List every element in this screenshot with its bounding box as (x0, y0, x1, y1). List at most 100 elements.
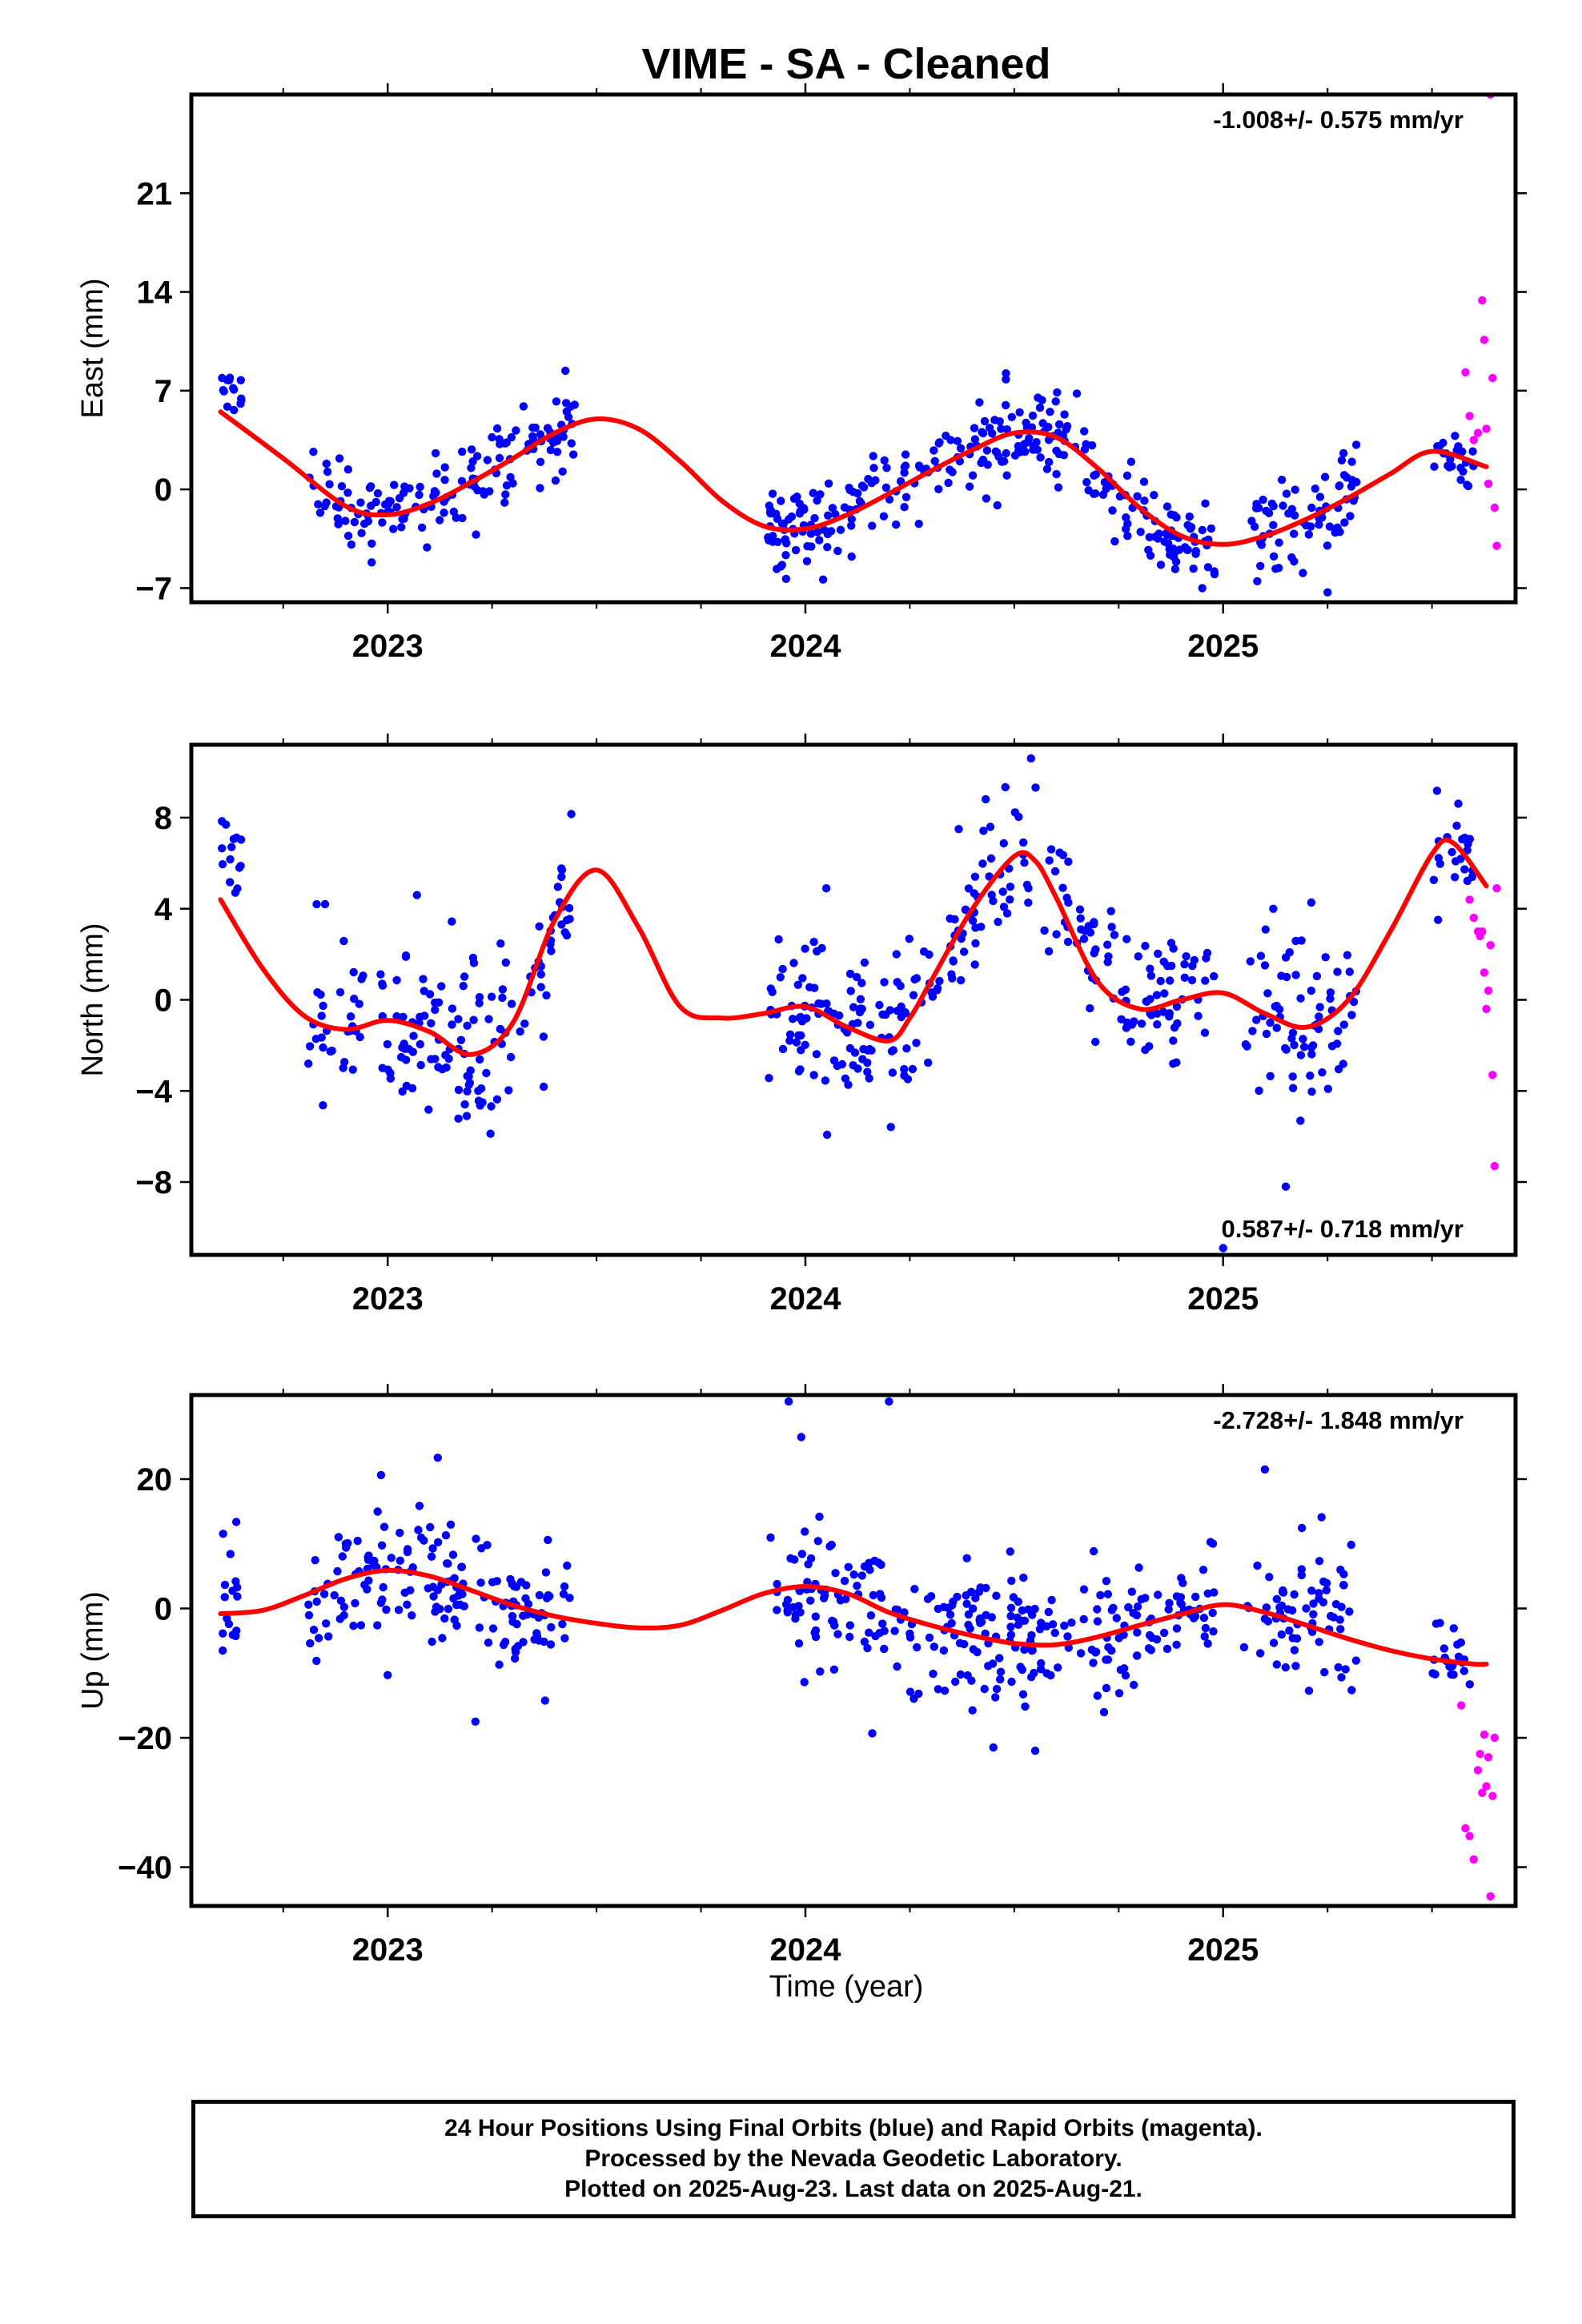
north-final-point (821, 884, 831, 893)
north-final-point (774, 935, 783, 944)
north-final-point (226, 854, 235, 864)
east-final-point (1277, 476, 1287, 485)
north-final-point (1312, 971, 1322, 981)
north-final-point (829, 1056, 839, 1065)
up-final-point (910, 1585, 919, 1594)
up-final-point (1102, 1577, 1111, 1586)
north-final-point (1006, 895, 1014, 904)
north-final-point (792, 1038, 801, 1047)
north-final-point (567, 810, 576, 818)
north-final-point (226, 878, 235, 887)
north-final-point (475, 999, 484, 1007)
east-final-point (519, 402, 528, 411)
up-final-point (819, 1594, 829, 1602)
up-final-point (508, 1611, 517, 1621)
north-final-point (849, 1061, 857, 1070)
east-final-point (1456, 476, 1465, 485)
up-final-point (951, 1677, 960, 1687)
north-final-point (1434, 915, 1443, 924)
north-final-point (1349, 997, 1359, 1007)
up-final-point (1079, 1585, 1089, 1594)
up-final-point (379, 1522, 389, 1531)
up-final-point (996, 1667, 1006, 1676)
up-final-point (940, 1687, 950, 1695)
north-final-point (1248, 1027, 1257, 1035)
east-final-point (415, 490, 424, 500)
east-final-point (315, 509, 325, 517)
north-final-point (1180, 973, 1190, 983)
north-final-point (1252, 1015, 1261, 1024)
up-final-point (224, 1619, 234, 1629)
east-final-point (1108, 506, 1117, 515)
north-final-point (1153, 1009, 1162, 1018)
up-final-point (511, 1647, 520, 1657)
east-final-point (815, 536, 824, 545)
up-rapid-point (1486, 1892, 1495, 1901)
north-final-point (978, 859, 987, 868)
north-final-point (218, 860, 227, 869)
east-final-point (970, 435, 980, 444)
east-final-point (828, 504, 837, 513)
north-final-point (431, 1005, 440, 1015)
north-final-point (888, 1068, 897, 1077)
east-rapid-point (1465, 412, 1474, 420)
north-final-point (1107, 923, 1116, 931)
up-final-point (1147, 1633, 1157, 1642)
north-final-point (892, 950, 901, 959)
north-final-point (1137, 1019, 1146, 1028)
east-final-point (1323, 541, 1332, 550)
north-final-point (853, 1019, 862, 1027)
east-final-point (879, 512, 889, 521)
north-rapid-point (1492, 884, 1501, 893)
north-final-point (778, 1044, 788, 1054)
up-final-point (962, 1591, 970, 1600)
east-final-point (1264, 509, 1274, 517)
north-final-point (1299, 1043, 1309, 1051)
up-final-point (828, 1616, 837, 1626)
north-final-point (850, 1048, 860, 1057)
north-final-point (539, 1032, 548, 1041)
east-final-point (337, 482, 347, 491)
up-final-point (500, 1638, 510, 1647)
east-final-point (356, 498, 365, 507)
east-final-point (436, 516, 444, 525)
north-y-tick-label: −4 (135, 1074, 172, 1109)
north-final-point (812, 1050, 821, 1059)
up-final-point (1317, 1513, 1326, 1522)
east-final-point (824, 479, 833, 488)
panel-north: 2023 2024 2025 −8 −4 0 4 8 North (mm) 0.587+/- 0.… (76, 734, 1527, 1317)
up-final-point (1199, 1614, 1209, 1622)
up-final-point (811, 1626, 821, 1635)
east-final-point (492, 424, 502, 433)
up-final-point (353, 1536, 362, 1546)
east-final-point (1203, 563, 1213, 572)
up-final-point (438, 1634, 447, 1642)
north-final-point (805, 983, 814, 991)
east-final-point (1122, 471, 1132, 480)
north-final-point (912, 1039, 921, 1047)
north-final-point (1452, 821, 1461, 830)
up-final-point (789, 1602, 797, 1612)
north-final-point (1194, 1011, 1203, 1020)
north-final-point (1203, 948, 1212, 958)
north-x-tick-label: 2023 (352, 1281, 424, 1317)
up-final-point (434, 1538, 443, 1547)
east-final-point (1340, 518, 1349, 527)
up-final-point (1133, 1628, 1142, 1637)
north-final-point (535, 922, 544, 931)
east-final-point (559, 432, 568, 441)
up-final-point (1460, 1667, 1469, 1675)
east-final-point (901, 461, 910, 470)
up-rapid-point (1482, 1782, 1491, 1791)
east-final-point (975, 398, 984, 407)
north-final-point (1045, 856, 1054, 865)
east-final-point (350, 517, 359, 527)
north-final-point (427, 1019, 436, 1028)
east-final-point (965, 482, 974, 491)
east-final-point (536, 484, 544, 493)
north-final-point (454, 1085, 464, 1095)
north-final-point (1024, 899, 1033, 907)
east-final-point (777, 562, 785, 571)
north-final-point (1326, 988, 1335, 997)
up-final-point (995, 1654, 1004, 1663)
